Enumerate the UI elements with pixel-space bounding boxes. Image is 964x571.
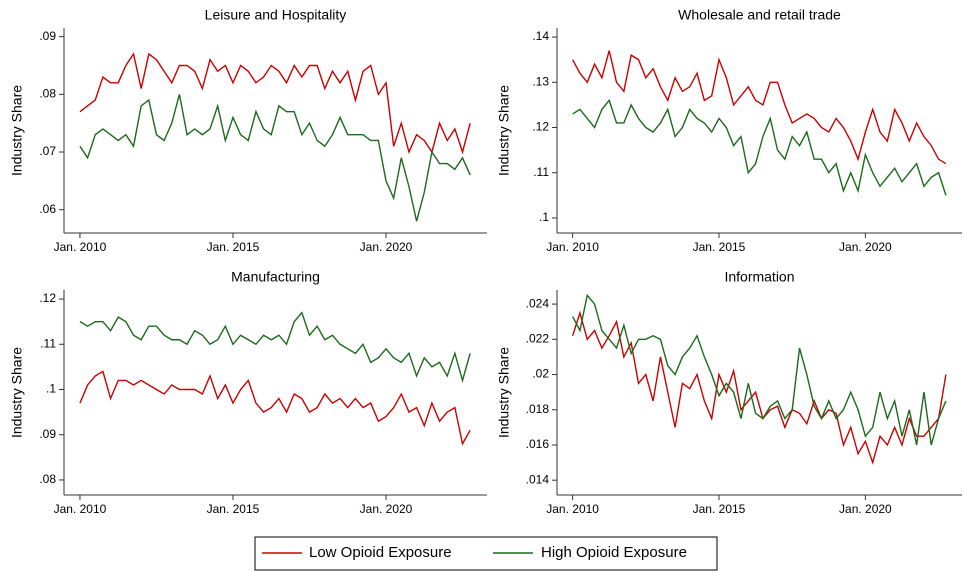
x-tick-label: Jan. 2015 bbox=[693, 502, 746, 516]
y-tick-label: .07 bbox=[39, 144, 56, 158]
y-axis-label: Industry Share bbox=[9, 347, 25, 438]
x-tick-label: Jan. 2020 bbox=[839, 502, 892, 516]
legend-label: High Opioid Exposure bbox=[541, 544, 687, 561]
y-tick-label: .022 bbox=[526, 331, 550, 345]
x-tick-label: Jan. 2010 bbox=[546, 240, 599, 254]
y-tick-label: .11 bbox=[40, 336, 56, 350]
y-tick-label: .14 bbox=[532, 29, 549, 43]
y-tick-label: .02 bbox=[532, 367, 549, 381]
y-tick-label: .018 bbox=[526, 402, 550, 416]
x-tick-label: Jan. 2015 bbox=[207, 240, 260, 254]
legend-box bbox=[254, 536, 718, 571]
x-tick-label: Jan. 2015 bbox=[207, 502, 260, 516]
y-tick-label: .08 bbox=[39, 87, 56, 101]
y-tick-label: .08 bbox=[39, 472, 56, 486]
x-tick-label: Jan. 2020 bbox=[360, 502, 413, 516]
series-line bbox=[571, 293, 947, 446]
series-line bbox=[571, 310, 947, 465]
series-line bbox=[79, 52, 471, 155]
x-tick-label: Jan. 2010 bbox=[54, 502, 107, 516]
legend-label: Low Opioid Exposure bbox=[309, 544, 452, 561]
x-tick-label: Jan. 2020 bbox=[360, 240, 413, 254]
y-tick-label: .12 bbox=[532, 120, 549, 134]
x-tick-label: Jan. 2020 bbox=[839, 240, 892, 254]
x-tick-label: Jan. 2010 bbox=[546, 502, 599, 516]
x-tick-label: Jan. 2010 bbox=[54, 240, 107, 254]
panel-title: Manufacturing bbox=[231, 269, 320, 285]
y-tick-label: .12 bbox=[39, 291, 56, 305]
y-tick-label: .016 bbox=[526, 437, 550, 451]
panel-title: Information bbox=[724, 269, 794, 285]
y-tick-label: .024 bbox=[526, 296, 550, 310]
y-axis-label: Industry Share bbox=[496, 347, 512, 438]
y-tick-label: .014 bbox=[526, 472, 550, 486]
y-tick-label: .13 bbox=[532, 74, 549, 88]
panel-title: Leisure and Hospitality bbox=[205, 7, 347, 23]
series-line bbox=[79, 311, 471, 384]
y-tick-label: .09 bbox=[39, 29, 56, 43]
series-line bbox=[572, 98, 947, 196]
y-tick-label: .06 bbox=[39, 202, 56, 216]
y-axis-label: Industry Share bbox=[496, 85, 512, 176]
series-line bbox=[79, 370, 471, 446]
y-tick-label: .1 bbox=[46, 382, 56, 396]
y-tick-label: .1 bbox=[539, 210, 549, 224]
y-axis-label: Industry Share bbox=[9, 85, 25, 176]
series-line bbox=[571, 50, 947, 165]
y-tick-label: .09 bbox=[39, 427, 56, 441]
x-tick-label: Jan. 2015 bbox=[693, 240, 746, 254]
y-tick-label: .11 bbox=[533, 165, 549, 179]
series-line bbox=[79, 94, 471, 222]
panel-title: Wholesale and retail trade bbox=[678, 7, 841, 23]
